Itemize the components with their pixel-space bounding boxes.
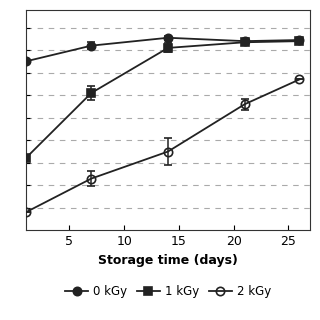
X-axis label: Storage time (days): Storage time (days) [98, 254, 238, 267]
Legend: 0 kGy, 1 kGy, 2 kGy: 0 kGy, 1 kGy, 2 kGy [60, 280, 276, 303]
